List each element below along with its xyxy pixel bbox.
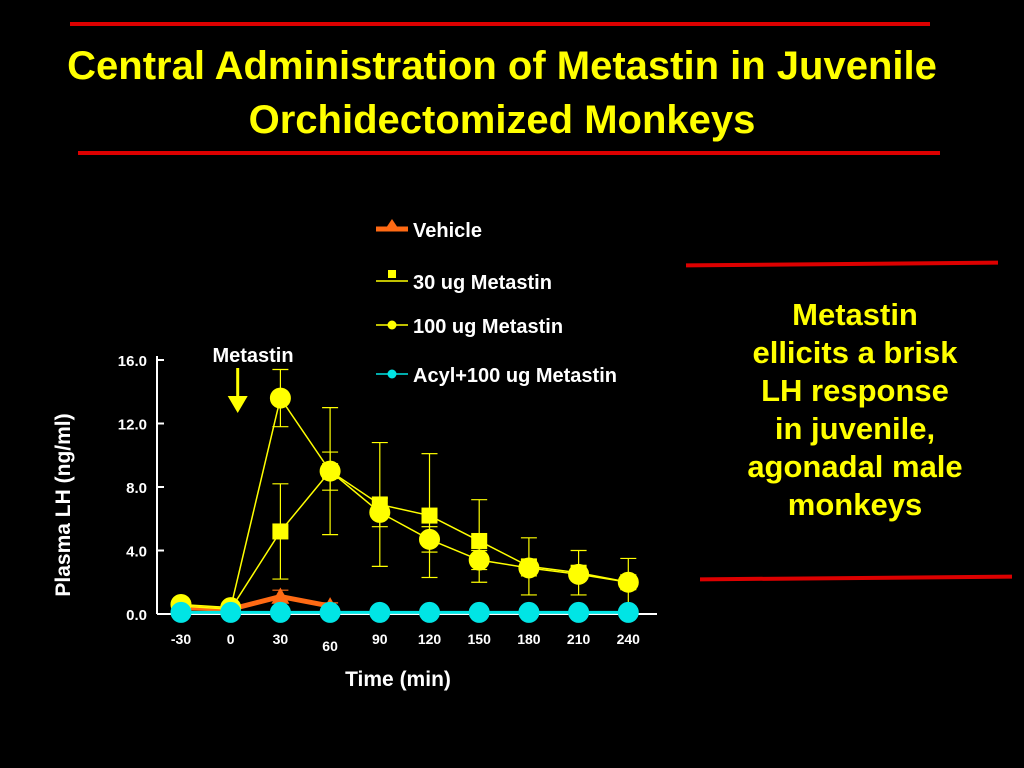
legend-marker <box>384 219 400 231</box>
x-tick-label: 120 <box>418 631 442 647</box>
data-point <box>468 549 490 571</box>
x-tick-label: -30 <box>171 631 191 647</box>
data-point <box>319 601 341 623</box>
side-note-line: agonadal male <box>747 449 963 484</box>
legend-marker <box>388 270 396 278</box>
data-point <box>421 507 438 524</box>
data-point <box>269 601 291 623</box>
legend-label: 30 ug Metastin <box>413 272 552 294</box>
series-30-ug-metastin <box>173 407 637 618</box>
y-axis-label: Plasma LH (ng/ml) <box>52 413 75 596</box>
annotation-label: Metastin <box>212 345 293 367</box>
side-note-line: in juvenile, <box>774 411 936 446</box>
data-point <box>271 587 290 604</box>
chart-axes: 0.0 4.0 8.0 12.0 16.0 -30 0 30 60 90 120 150 180 210 2… <box>52 353 657 691</box>
title-top-rule <box>70 22 930 26</box>
chart-annotation: Metastin <box>212 345 294 413</box>
data-point <box>419 528 440 550</box>
series-line <box>180 396 629 609</box>
data-point <box>518 557 540 579</box>
data-point <box>617 601 639 623</box>
legend-entry: Vehicle <box>376 219 482 242</box>
x-tick-label: 0 <box>227 631 235 647</box>
data-point <box>518 601 540 623</box>
data-point <box>471 532 488 549</box>
side-note-line: ellicits a brisk <box>752 335 958 370</box>
x-tick-label: 240 <box>617 631 641 647</box>
chart-series <box>170 368 639 623</box>
title-bottom-rule <box>78 151 940 155</box>
x-axis-label: Time (min) <box>345 668 451 691</box>
legend-entry: Acyl+100 ug Metastin <box>376 365 617 387</box>
legend-entry: 100 ug Metastin <box>376 316 563 338</box>
x-tick-label: 180 <box>517 631 541 647</box>
data-point <box>568 563 590 585</box>
data-point <box>369 601 391 623</box>
data-point <box>170 601 192 623</box>
y-tick-label: 16.0 <box>118 353 147 370</box>
legend-label: Acyl+100 ug Metastin <box>413 365 617 387</box>
data-point <box>272 523 289 540</box>
y-tick-label: 0.0 <box>126 607 147 624</box>
legend-marker <box>387 320 397 330</box>
data-point <box>419 601 440 623</box>
chart-legend: Vehicle 30 ug Metastin 100 ug Metastin Acyl… <box>376 219 617 387</box>
side-note-line: LH response <box>761 373 949 408</box>
legend-label: 100 ug Metastin <box>413 316 563 338</box>
slide-title-line-1: Central Administration of Metastin in Ju… <box>67 44 937 88</box>
x-tick-label: 210 <box>567 631 591 647</box>
data-point <box>269 387 291 409</box>
data-point <box>220 601 242 623</box>
slide-title-line-2: Orchidectomized Monkeys <box>248 98 756 142</box>
data-point <box>468 601 490 623</box>
series-acyl-100-ug-metastin <box>170 601 639 623</box>
side-note-line: Metastin <box>792 297 918 332</box>
x-tick-label: 150 <box>468 631 492 647</box>
side-note: Metastin ellicits a brisk LH response in… <box>700 296 1010 524</box>
legend-marker <box>387 369 397 379</box>
x-tick-label: 90 <box>372 631 388 647</box>
x-tick-label: 30 <box>273 631 289 647</box>
data-point <box>319 460 341 482</box>
x-tick-label: 60 <box>322 638 338 654</box>
data-point <box>369 501 391 523</box>
annotation-arrow-head <box>227 396 248 413</box>
data-point <box>568 601 590 623</box>
y-tick-label: 4.0 <box>126 544 147 561</box>
y-tick-label: 12.0 <box>118 417 147 434</box>
legend-label: Vehicle <box>413 220 482 242</box>
series-line <box>180 593 331 612</box>
series-line <box>180 470 629 611</box>
side-note-line: monkeys <box>787 487 923 522</box>
data-point <box>617 571 639 593</box>
y-tick-label: 8.0 <box>126 480 147 497</box>
legend-entry: 30 ug Metastin <box>376 270 552 294</box>
